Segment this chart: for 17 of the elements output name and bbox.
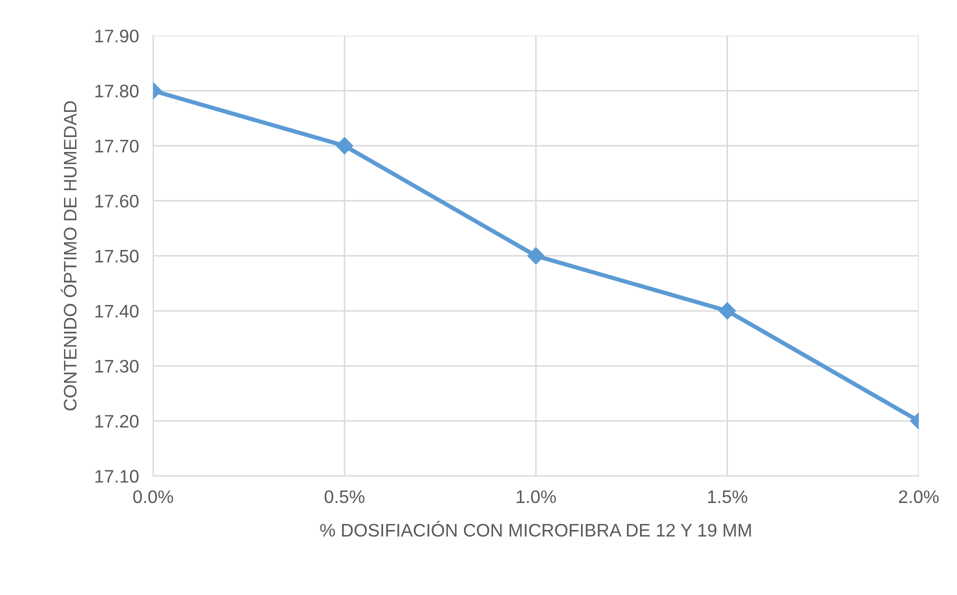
x-tick-label: 0.5% xyxy=(324,490,364,504)
y-axis-title: CONTENIDO ÓPTIMO DE HUMEDAD xyxy=(60,101,77,410)
y-tick-label: 17.90 xyxy=(95,30,139,42)
y-tick-label: 17.60 xyxy=(95,194,139,208)
y-tick-label: 17.50 xyxy=(95,250,139,263)
y-tick-label: 17.10 xyxy=(95,470,139,483)
x-tick-label: 1.5% xyxy=(708,490,748,504)
x-tick-label: 0.0% xyxy=(133,490,174,504)
x-tick-label: 2.0% xyxy=(899,490,939,504)
y-tick-label: 17.30 xyxy=(95,360,139,373)
y-tick-label: 17.40 xyxy=(95,304,139,318)
y-tick-label: 17.20 xyxy=(95,414,139,428)
x-tick-label: 1.0% xyxy=(516,490,556,504)
point xyxy=(527,247,544,264)
x-axis-title: % DOSIFIACIÓN CON MICROFIBRA DE 12 Y 19 MM xyxy=(320,520,751,537)
y-tick-label: 17.70 xyxy=(95,140,139,152)
y-tick-label: 17.80 xyxy=(95,84,139,98)
